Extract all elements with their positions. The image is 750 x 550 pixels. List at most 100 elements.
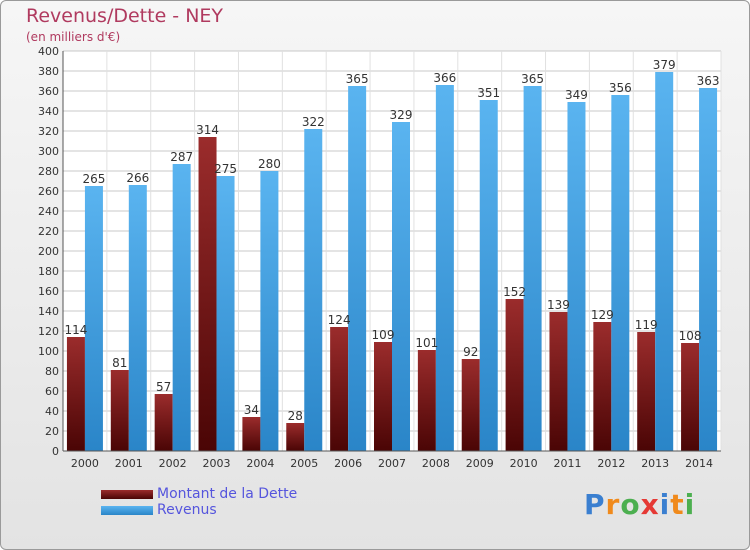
bar-dette	[242, 417, 261, 451]
data-label-revenus: 266	[126, 171, 149, 185]
data-label-revenus: 287	[170, 150, 193, 164]
y-tick-label: 360	[38, 85, 59, 98]
x-tick-label: 2007	[378, 457, 406, 470]
logo-letter: r	[605, 488, 621, 521]
y-tick-label: 140	[38, 305, 59, 318]
logo-letter: P	[584, 488, 606, 521]
bar-dette	[330, 327, 349, 451]
bar-dette	[593, 322, 612, 451]
bar-dette	[110, 370, 129, 451]
bar-dette	[66, 337, 85, 451]
data-label-dette: 57	[156, 380, 171, 394]
data-label-dette: 124	[328, 313, 351, 327]
data-label-revenus: 322	[302, 115, 325, 129]
bar-revenus	[479, 100, 498, 451]
data-label-revenus: 329	[390, 108, 413, 122]
x-tick-label: 2009	[466, 457, 494, 470]
x-tick-label: 2000	[71, 457, 99, 470]
x-tick-label: 2011	[553, 457, 581, 470]
y-tick-label: 400	[38, 45, 59, 58]
y-tick-label: 160	[38, 285, 59, 298]
legend-swatch-dette	[101, 490, 153, 499]
bar-dette	[681, 343, 700, 451]
logo-letter: x	[640, 488, 660, 521]
x-tick-label: 2006	[334, 457, 362, 470]
y-tick-label: 0	[52, 445, 59, 458]
data-label-dette: 28	[288, 409, 303, 423]
bar-revenus	[523, 86, 542, 451]
bar-revenus	[216, 176, 235, 451]
data-label-revenus: 366	[433, 71, 456, 85]
bar-revenus	[655, 72, 674, 451]
bar-revenus	[435, 85, 454, 451]
logo-letter: t	[670, 488, 685, 521]
bar-revenus	[392, 122, 410, 451]
legend-swatch-revenus	[101, 506, 153, 515]
bar-revenus	[128, 185, 147, 451]
legend-label-dette: Montant de la Dette	[157, 486, 298, 502]
data-label-revenus: 280	[258, 157, 281, 171]
bar-dette	[637, 332, 656, 451]
data-label-revenus: 379	[653, 58, 676, 72]
x-tick-label: 2001	[115, 457, 143, 470]
y-tick-label: 340	[38, 105, 59, 118]
x-tick-label: 2005	[290, 457, 318, 470]
chart-subtitle: (en milliers d'€)	[26, 30, 121, 44]
y-tick-label: 20	[45, 425, 59, 438]
y-tick-label: 100	[38, 345, 59, 358]
bar-dette	[505, 299, 524, 451]
axes: 0 20 40 60 80 100 120 140 160 180 200 220 240 260 280 3…	[38, 45, 721, 470]
y-tick-label: 320	[38, 125, 59, 138]
data-label-dette: 34	[244, 403, 259, 417]
data-label-dette: 92	[463, 345, 478, 359]
data-label-dette: 108	[679, 329, 702, 343]
bar-dette	[549, 312, 568, 451]
x-tick-label: 2003	[203, 457, 231, 470]
proxiti-logo: Proxiti	[584, 488, 695, 521]
bar-dette	[286, 423, 305, 451]
data-label-dette: 109	[372, 328, 395, 342]
data-label-dette: 81	[112, 356, 127, 370]
y-tick-label: 120	[38, 325, 59, 338]
bar-dette	[417, 350, 436, 451]
bar-dette	[198, 137, 217, 451]
bar-revenus	[304, 129, 323, 451]
data-label-dette: 152	[503, 285, 526, 299]
x-tick-label: 2008	[422, 457, 450, 470]
x-tick-label: 2014	[685, 457, 713, 470]
y-tick-label: 220	[38, 225, 59, 238]
y-tick-label: 300	[38, 145, 59, 158]
y-tick-label: 240	[38, 205, 59, 218]
bar-revenus	[172, 164, 191, 451]
data-label-dette: 129	[591, 308, 614, 322]
bar-dette	[374, 342, 392, 451]
y-tick-label: 60	[45, 385, 59, 398]
data-label-dette: 119	[635, 318, 658, 332]
bar-revenus	[84, 186, 103, 451]
data-label-revenus: 351	[477, 86, 500, 100]
x-tick-label: 2012	[597, 457, 625, 470]
data-label-dette: 101	[415, 336, 438, 350]
data-label-revenus: 365	[521, 72, 544, 86]
data-label-revenus: 275	[214, 162, 237, 176]
bar-revenus	[348, 86, 367, 451]
bar-revenus	[260, 171, 279, 451]
logo-letter: i	[684, 488, 696, 521]
logo-letter: i	[659, 488, 671, 521]
y-tick-label: 40	[45, 405, 59, 418]
bar-revenus	[567, 102, 586, 451]
y-tick-label: 280	[38, 165, 59, 178]
legend-label-revenus: Revenus	[157, 502, 217, 518]
data-label-dette: 114	[64, 323, 87, 337]
logo-letter: o	[620, 488, 641, 521]
x-tick-label: 2013	[641, 457, 669, 470]
bar-revenus	[699, 88, 718, 451]
y-tick-label: 200	[38, 245, 59, 258]
x-tick-label: 2002	[159, 457, 187, 470]
bar-dette	[154, 394, 173, 451]
y-tick-label: 80	[45, 365, 59, 378]
data-label-revenus: 265	[82, 172, 105, 186]
